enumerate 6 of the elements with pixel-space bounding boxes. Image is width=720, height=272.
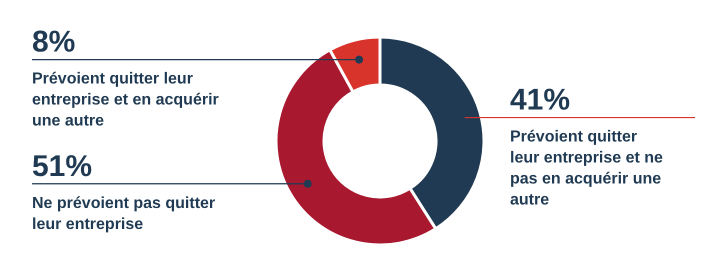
slice-label: Ne prévoient pas quitter leur entreprise — [32, 194, 216, 233]
data-label: 51% — [32, 150, 92, 183]
slice-label: Prévoient quitter leur entreprise et en acquérir une autre — [32, 70, 219, 130]
data-label: 8% — [32, 26, 76, 59]
slice-label: Prévoient quitter leur entreprise et ne pas en acquérir une autre — [510, 128, 664, 209]
data-label: 41% — [510, 84, 570, 117]
